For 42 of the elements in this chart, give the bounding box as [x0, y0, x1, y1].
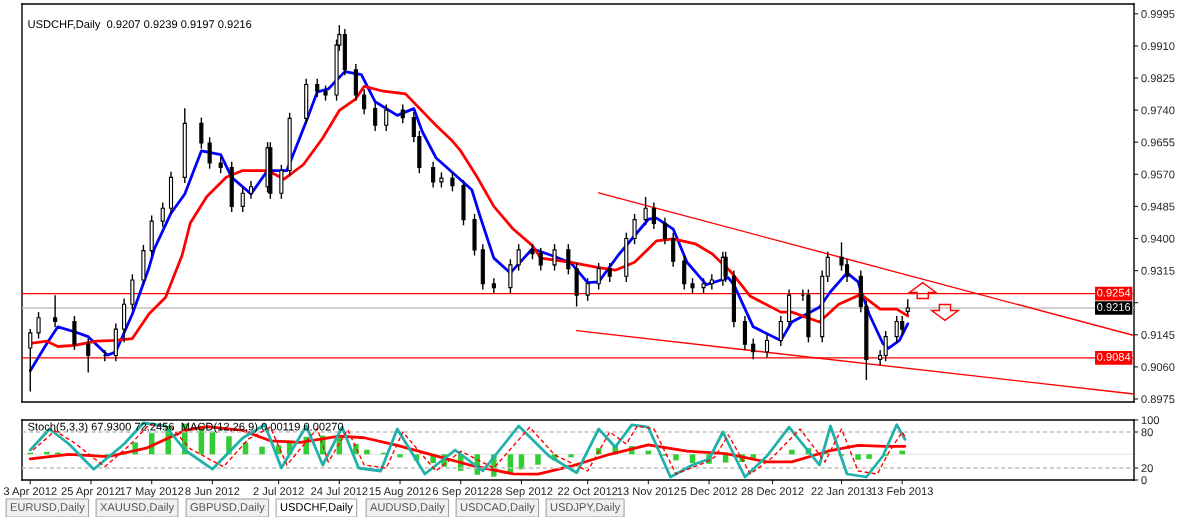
- y-tick-label: 0.9060: [1141, 363, 1175, 372]
- text: USDJPY,Daily: [550, 502, 621, 514]
- x-tick-label: 15 Aug 2012: [369, 487, 431, 498]
- y-tick-label: 0.8975: [1141, 395, 1175, 404]
- y-tick-label: 80: [1141, 428, 1153, 437]
- text: AUDUSD,Daily: [370, 502, 445, 514]
- x-tick-label: 25 Apr 2012: [61, 487, 121, 498]
- ref-line-label: 0.9216: [1097, 303, 1131, 311]
- y-tick-label: 0.9910: [1141, 42, 1175, 51]
- y-tick-label: 0.9400: [1141, 234, 1175, 243]
- x-tick-label: 6 Sep 2012: [432, 487, 489, 498]
- ref-line-label: 0.9084: [1097, 352, 1131, 361]
- ref-line-label: 0.9254: [1097, 288, 1131, 297]
- y-tick-label: 0.9145: [1141, 331, 1175, 339]
- x-tick-label: 5 Dec 2012: [681, 487, 737, 496]
- text: USDCHF,Daily: [280, 502, 353, 514]
- x-tick-label: 2 Jul 2012: [253, 486, 304, 496]
- text: XAUUSD,Daily: [100, 502, 175, 514]
- y-tick-label: 20: [1141, 464, 1153, 473]
- x-tick-label: 28 Sep 2012: [490, 487, 553, 498]
- text: GBPUSD,Daily: [190, 502, 265, 514]
- text: USDCHF,Daily 0.9207 0.9239 0.9197 0.9216: [28, 19, 252, 31]
- y-tick-label: 0.9485: [1141, 202, 1175, 211]
- x-tick-label: 13 Feb 2013: [871, 486, 933, 496]
- x-tick-label: 17 May 2012: [120, 487, 184, 498]
- x-tick-label: 28 Dec 2012: [741, 487, 804, 496]
- y-tick-label: 0.9825: [1141, 74, 1175, 83]
- y-tick-label: 100: [1141, 416, 1160, 425]
- y-tick-label: 0: [1141, 476, 1147, 485]
- x-tick-label: 3 Apr 2012: [3, 487, 57, 498]
- text: EURUSD,Daily: [10, 502, 85, 514]
- y-tick-label: 0.9570: [1141, 170, 1175, 179]
- y-tick-label: 0.9995: [1141, 10, 1175, 18]
- x-tick-label: 22 Oct 2012: [557, 487, 618, 496]
- y-tick-label: 0.9655: [1141, 138, 1175, 147]
- y-tick-label: 0.9315: [1141, 266, 1175, 275]
- x-tick-label: 13 Nov 2012: [617, 487, 680, 496]
- text: USDCAD,Daily: [460, 502, 535, 514]
- y-tick-label: 0.9740: [1141, 106, 1175, 115]
- x-tick-label: 22 Jan 2013: [811, 487, 872, 496]
- x-tick-label: 24 Jul 2012: [311, 486, 368, 496]
- x-tick-label: 8 Jun 2012: [185, 487, 240, 496]
